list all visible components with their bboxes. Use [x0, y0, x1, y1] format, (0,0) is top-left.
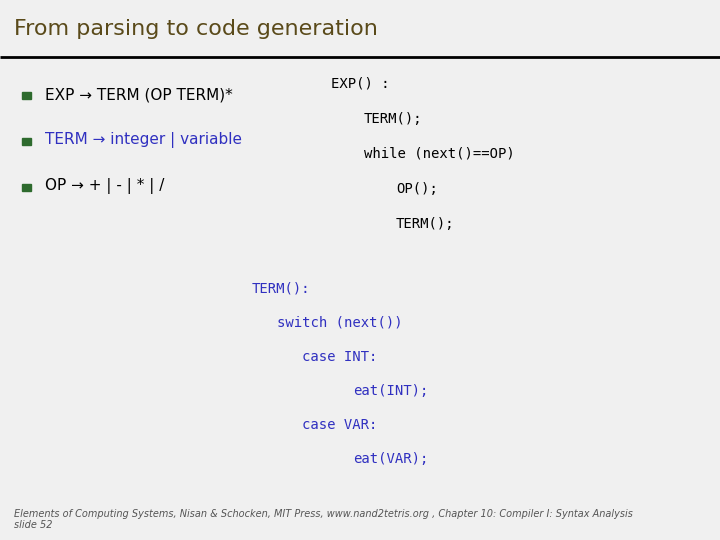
FancyBboxPatch shape [22, 92, 31, 99]
Text: switch (next()): switch (next()) [277, 316, 402, 330]
Text: EXP → TERM (OP TERM)*: EXP → TERM (OP TERM)* [45, 87, 233, 102]
Text: TERM();: TERM(); [396, 217, 454, 231]
Text: Elements of Computing Systems, Nisan & Schocken, MIT Press, www.nand2tetris.org : Elements of Computing Systems, Nisan & S… [14, 509, 634, 530]
Text: eat(INT);: eat(INT); [353, 384, 428, 398]
Text: TERM → integer | variable: TERM → integer | variable [45, 132, 243, 149]
Text: From parsing to code generation: From parsing to code generation [14, 19, 378, 39]
FancyBboxPatch shape [22, 184, 31, 191]
Text: while (next()==OP): while (next()==OP) [364, 147, 514, 161]
Text: EXP() :: EXP() : [331, 77, 390, 91]
Text: eat(VAR);: eat(VAR); [353, 452, 428, 466]
Text: TERM():: TERM(): [252, 282, 310, 296]
Text: OP → + | - | * | /: OP → + | - | * | / [45, 178, 165, 194]
Text: OP();: OP(); [396, 182, 438, 196]
Text: case INT:: case INT: [302, 350, 378, 364]
Text: case VAR:: case VAR: [302, 418, 378, 432]
FancyBboxPatch shape [22, 138, 31, 145]
Text: TERM();: TERM(); [364, 112, 422, 126]
